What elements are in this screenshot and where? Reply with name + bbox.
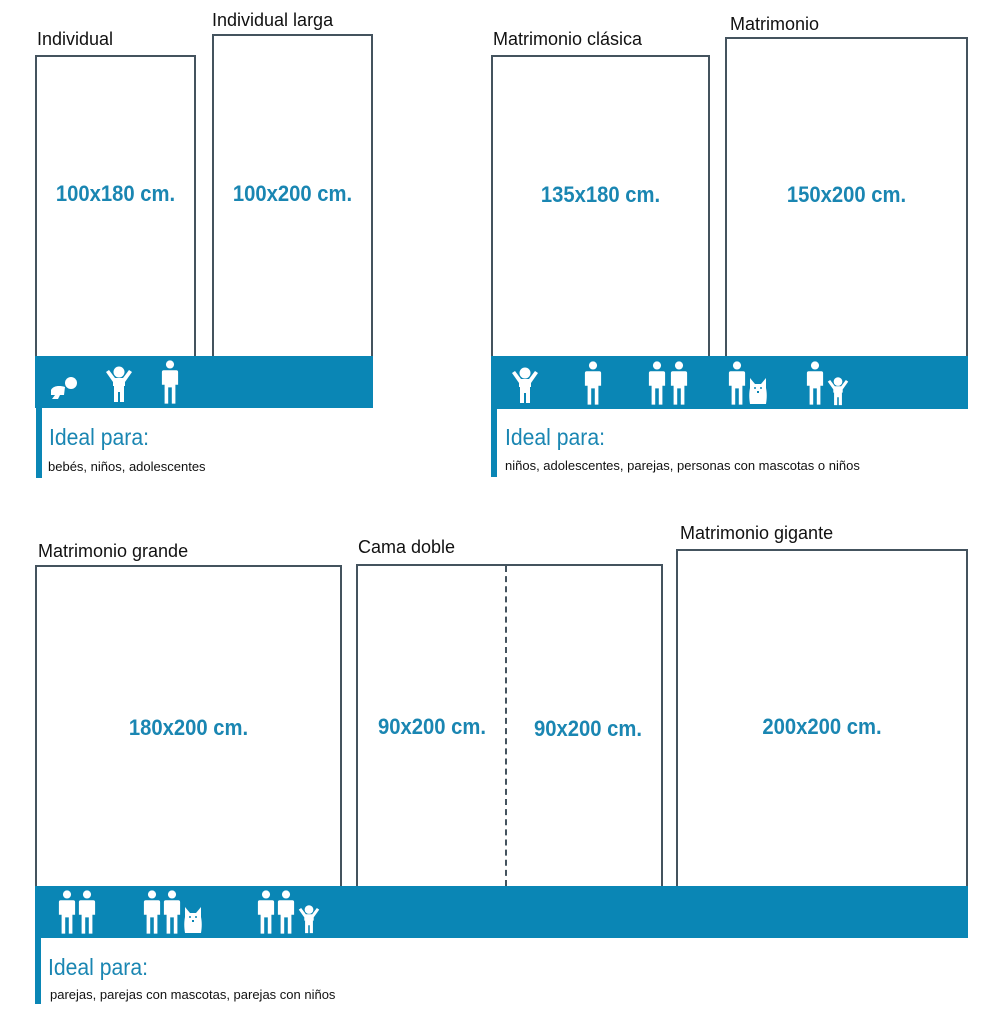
bed-label-individual-larga: Individual larga bbox=[212, 10, 334, 30]
bed-size: 200x200 cm. bbox=[762, 714, 882, 739]
couple-icon bbox=[648, 360, 666, 406]
bed-label-matrimonio: Matrimonio bbox=[730, 14, 820, 34]
bed-size: 135x180 cm. bbox=[540, 182, 661, 207]
bed-matrimonio-grande: 180x200 cm. bbox=[35, 565, 342, 888]
dog-icon bbox=[749, 377, 767, 405]
couple-with-pet-icon bbox=[143, 889, 161, 935]
bed-label-individual: Individual bbox=[37, 29, 114, 49]
bed-matrimonio-clasica: 135x180 cm. bbox=[491, 55, 710, 358]
bed-cama-doble: 90x200 cm. 90x200 cm. bbox=[356, 564, 663, 888]
ideal-para-text: niños, adolescentes, parejas, personas c… bbox=[505, 458, 860, 473]
baby-icon bbox=[49, 376, 79, 400]
adult-icon bbox=[161, 359, 179, 405]
couple-icon bbox=[670, 360, 688, 406]
ideal-para-heading: Ideal para: bbox=[48, 954, 149, 980]
couple-with-pet-icon bbox=[163, 889, 181, 935]
bed-label-cama-doble: Cama doble bbox=[358, 537, 456, 557]
couple-with-child-icon bbox=[277, 889, 295, 935]
bed-matrimonio-gigante: 200x200 cm. bbox=[676, 549, 968, 888]
stripe bbox=[36, 408, 42, 478]
adult-icon bbox=[584, 360, 602, 406]
child-icon bbox=[105, 366, 133, 402]
child-icon bbox=[298, 904, 320, 934]
ideal-para-text: bebés, niños, adolescentes bbox=[48, 459, 206, 474]
ideal-para-heading: Ideal para: bbox=[505, 424, 606, 450]
bed-label-matrimonio-clasica: Matrimonio clásica bbox=[493, 29, 643, 49]
bed-matrimonio: 150x200 cm. bbox=[725, 37, 968, 358]
bed-label-matrimonio-grande: Matrimonio grande bbox=[38, 541, 189, 561]
couple-icon bbox=[58, 889, 76, 935]
bed-size-right: 90x200 cm. bbox=[533, 716, 643, 741]
ideal-para-text: parejas, parejas con mascotas, parejas c… bbox=[50, 987, 336, 1002]
bed-individual-larga: 100x200 cm. bbox=[212, 34, 373, 358]
bed-size: 180x200 cm. bbox=[128, 715, 249, 740]
icon-bar bbox=[35, 356, 373, 408]
icon-bar bbox=[491, 356, 968, 409]
bed-label-matrimonio-gigante: Matrimonio gigante bbox=[680, 523, 834, 543]
bed-size: 100x200 cm. bbox=[232, 181, 353, 206]
ideal-para-heading: Ideal para: bbox=[49, 424, 150, 450]
bed-size: 150x200 cm. bbox=[786, 182, 907, 207]
adult-with-child-icon bbox=[806, 360, 824, 406]
divider-dashed bbox=[505, 566, 507, 886]
stripe bbox=[491, 408, 497, 477]
dog-icon bbox=[184, 906, 202, 934]
stripe bbox=[35, 938, 41, 1004]
couple-icon bbox=[78, 889, 96, 935]
bed-size-left: 90x200 cm. bbox=[377, 714, 487, 739]
child-icon bbox=[511, 367, 539, 403]
icon-bar bbox=[35, 886, 968, 938]
bed-size: 100x180 cm. bbox=[55, 181, 176, 206]
bed-individual: 100x180 cm. bbox=[35, 55, 196, 358]
couple-with-child-icon bbox=[257, 889, 275, 935]
child-icon bbox=[827, 376, 849, 406]
adult-with-pet-icon bbox=[728, 360, 746, 406]
